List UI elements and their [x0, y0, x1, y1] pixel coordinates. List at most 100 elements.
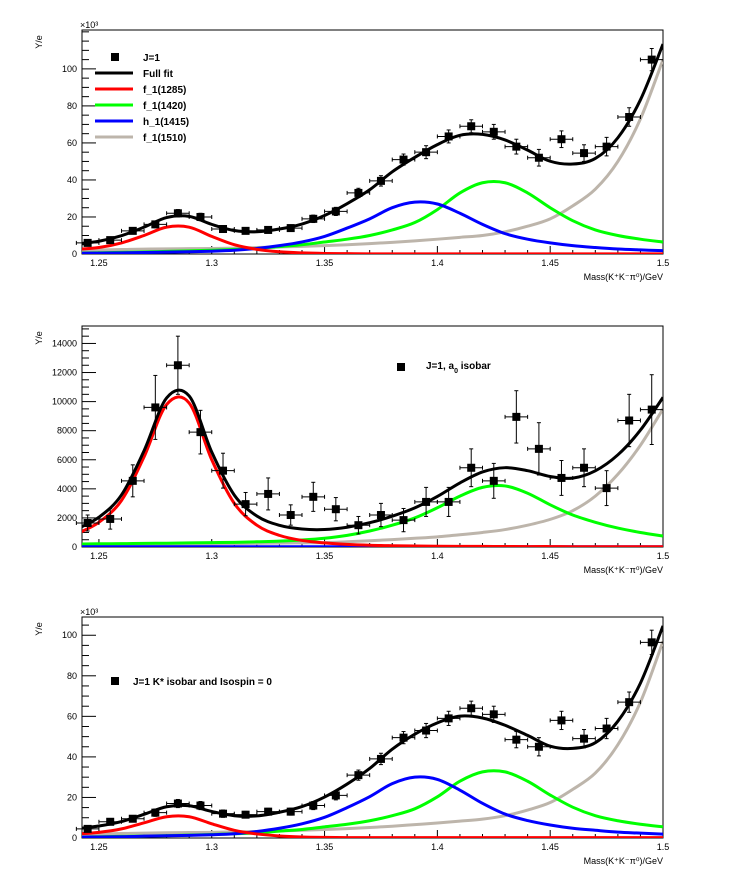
data-point	[369, 175, 393, 187]
data-marker	[625, 416, 634, 425]
data-point	[481, 462, 506, 499]
data-point	[572, 144, 596, 162]
data-point	[459, 700, 483, 716]
data-point	[188, 212, 213, 222]
data-marker	[376, 176, 385, 185]
data-marker	[173, 799, 182, 808]
data-point	[75, 238, 100, 247]
plot-frame	[81, 325, 664, 548]
data-point	[639, 629, 664, 656]
data-marker	[196, 212, 205, 221]
panel-2: 1.25 1.3 1.35 1.4 1.45 1.5 Mass(K⁺K⁻π⁰)/GeV 0 20…	[34, 325, 669, 575]
data-point	[391, 507, 416, 533]
y-tick-label: 60	[67, 138, 77, 148]
data-point	[301, 481, 326, 512]
legend-label: J=1	[143, 53, 160, 64]
data-marker	[219, 809, 228, 818]
data-marker	[354, 521, 363, 530]
data-point	[504, 731, 529, 749]
y-axis-label: Y/e	[34, 35, 44, 49]
data-marker	[422, 148, 431, 157]
x-tick-label: 1.25	[90, 258, 108, 268]
data-point	[278, 807, 303, 816]
y-tick-label: 6000	[57, 455, 77, 465]
data-marker	[128, 476, 137, 485]
curve-h-1-1415-	[82, 200, 663, 254]
legend-label: J=1 K* isobar and Isospin = 0	[133, 677, 272, 688]
x-tick-label: 1.35	[316, 258, 334, 268]
data-point	[414, 145, 438, 160]
curve-f-1-1420-	[82, 484, 663, 546]
legend: J=1 K* isobar and Isospin = 0	[111, 677, 272, 688]
y-tick-label: 12000	[52, 368, 77, 378]
data-marker	[241, 226, 250, 235]
data-points	[75, 335, 664, 535]
data-point	[98, 817, 122, 826]
data-point	[617, 691, 641, 713]
data-marker	[625, 698, 634, 707]
data-point	[527, 422, 551, 476]
data-point	[527, 737, 551, 757]
data-point	[639, 374, 664, 445]
data-marker	[444, 714, 453, 723]
legend-label: f_1(1420)	[143, 101, 186, 112]
data-marker	[580, 149, 589, 158]
data-point	[233, 810, 258, 819]
data-marker	[354, 188, 363, 197]
legend-label: J=1, a0 isobar	[426, 361, 491, 375]
data-point	[75, 824, 100, 833]
data-marker	[512, 142, 521, 151]
y-tick-label: 8000	[57, 426, 77, 436]
data-marker	[196, 801, 205, 810]
curve-full-fit	[82, 625, 663, 830]
data-marker	[286, 807, 295, 816]
x-tick-label: 1.5	[657, 258, 670, 268]
x-tick-label: 1.35	[316, 842, 334, 852]
legend-label: f_1(1510)	[143, 133, 186, 144]
y-tick-label: 20	[67, 792, 77, 802]
data-point	[549, 130, 574, 149]
data-point	[278, 224, 303, 233]
panel-1: 1.25 1.3 1.35 1.4 1.45 1.5 Mass(K⁺K⁻π⁰)/GeV 0 20…	[34, 20, 669, 282]
data-marker	[264, 225, 273, 234]
data-point	[459, 448, 483, 488]
data-point	[391, 731, 416, 745]
x-tick-label: 1.5	[657, 842, 670, 852]
data-marker	[106, 236, 115, 245]
y-tick-label: 4000	[57, 484, 77, 494]
data-marker	[580, 463, 589, 472]
data-point	[324, 206, 348, 216]
data-point	[166, 209, 190, 218]
data-marker	[331, 505, 340, 514]
data-marker	[376, 511, 385, 520]
legend: J=1 Full fit f_1(1285) f_1(1420) h_1(1415) f_…	[95, 53, 189, 144]
data-marker	[602, 484, 611, 493]
data-points	[75, 629, 664, 833]
data-marker	[602, 142, 611, 151]
legend-label: f_1(1285)	[143, 85, 186, 96]
data-point	[504, 138, 529, 155]
data-marker	[83, 238, 92, 247]
y-axis-label: Y/e	[34, 622, 44, 636]
x-tick-label: 1.45	[541, 842, 559, 852]
y-multiplier-label: ×10³	[80, 607, 98, 617]
y-multiplier-label: ×10³	[80, 20, 98, 30]
data-point	[594, 136, 619, 157]
data-point	[414, 486, 438, 517]
data-marker	[467, 704, 476, 713]
data-point	[120, 464, 145, 498]
data-point	[391, 153, 416, 166]
y-tick-label: 20	[67, 212, 77, 222]
y-tick-label: 80	[67, 101, 77, 111]
data-marker	[534, 153, 543, 162]
data-marker	[196, 428, 205, 437]
data-marker	[264, 807, 273, 816]
data-marker	[331, 791, 340, 800]
data-point	[549, 459, 574, 496]
data-marker	[354, 771, 363, 780]
data-marker	[444, 497, 453, 506]
data-marker	[602, 724, 611, 733]
x-tick-label: 1.3	[205, 258, 218, 268]
y-axis: 0 20 40 60 80 100 Y/e ×10³	[34, 607, 98, 843]
data-point	[369, 502, 393, 528]
